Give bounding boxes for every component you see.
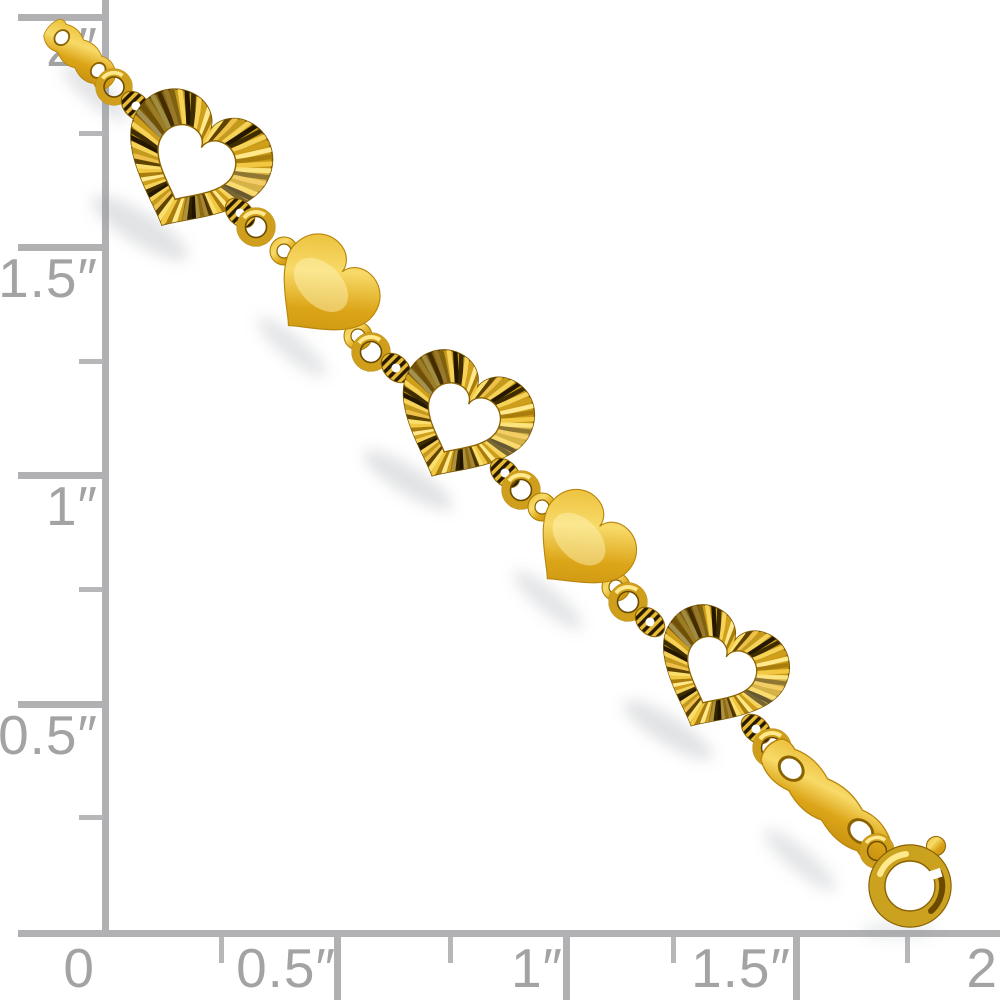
heart-tab [601, 572, 631, 602]
jump-ring [860, 834, 894, 868]
heart-tab [269, 236, 299, 266]
solid-heart-link [510, 476, 650, 616]
ruler-major-tick [18, 701, 105, 708]
ruler-horizontal-line [18, 930, 1000, 937]
ruler-vertical-line [102, 0, 109, 937]
jump-ring [237, 208, 275, 246]
ruler-minor-tick [79, 131, 103, 136]
spring-ring-clasp [868, 836, 952, 928]
jump-ring [609, 583, 647, 621]
chain-bail-link [734, 707, 778, 751]
open-heart-link [320, 284, 599, 563]
jump-ring [502, 471, 540, 509]
chain-bail-link [483, 451, 527, 495]
end-tag [750, 729, 904, 874]
soft-shadows [61, 63, 936, 938]
ruler-major-tick [18, 472, 105, 479]
ruler-v-label-1in: 1″ [45, 475, 98, 537]
chain-bail-link [114, 84, 158, 128]
ruler-minor-tick [905, 937, 910, 963]
ruler-v-label-1-5in: 1.5″ [0, 247, 98, 309]
ruler-major-tick [563, 937, 570, 1000]
ruler-h-label-0: 0 [63, 937, 95, 999]
ruler-h-label-0-5in: 0.5″ [236, 937, 336, 999]
jump-ring [753, 729, 791, 767]
solid-heart-link [250, 220, 394, 364]
ruler-minor-tick [79, 359, 103, 364]
ruler-minor-tick [79, 815, 103, 820]
ruler-h-label-2: 2 [966, 937, 998, 999]
ruler-minor-tick [671, 937, 676, 963]
ruler-h-label-1-5in: 1.5″ [691, 937, 791, 999]
ruler-minor-tick [448, 937, 453, 963]
chain-bail-link [218, 191, 262, 235]
ruler-minor-tick [219, 937, 224, 963]
ruler-major-tick [334, 937, 341, 1000]
ruler-v-label-2in: 2″ [45, 16, 98, 78]
open-heart-link [583, 541, 850, 808]
chain-bail-link [628, 600, 672, 644]
ruler-h-label-1in: 1″ [510, 937, 563, 999]
ruler-major-tick [793, 937, 800, 1000]
ruler-v-label-0-5in: 0.5″ [0, 704, 98, 766]
jump-ring [352, 333, 390, 371]
heart-tab [527, 492, 557, 522]
chain-bail-link [374, 346, 418, 390]
ruler-minor-tick [79, 587, 103, 592]
heart-tab [343, 321, 373, 351]
